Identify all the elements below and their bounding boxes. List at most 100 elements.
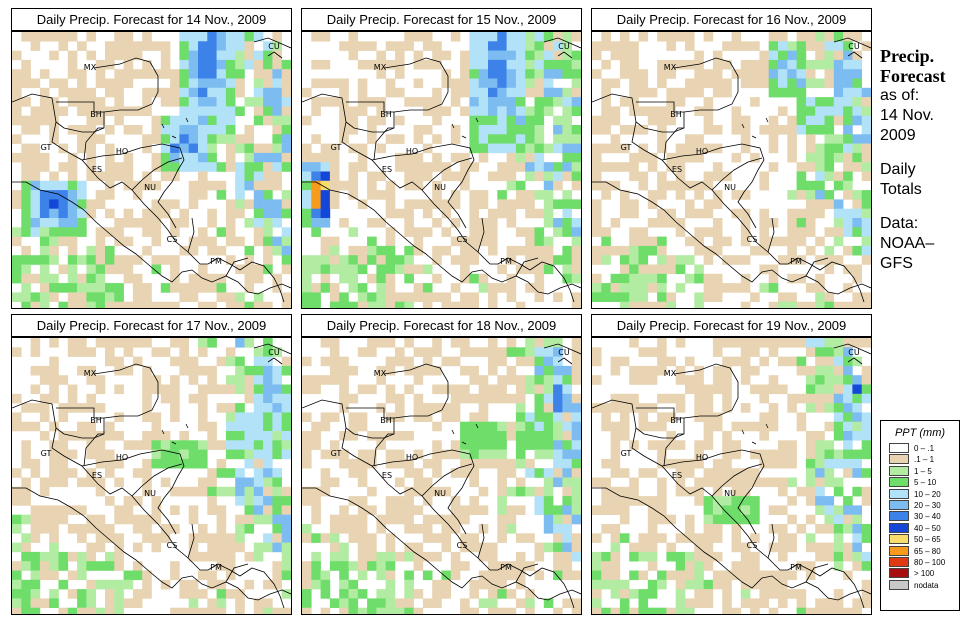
precip-cell — [759, 431, 769, 441]
precip-cell — [21, 218, 31, 228]
precip-cell — [413, 152, 424, 163]
precip-cell — [30, 78, 41, 89]
precip-cell — [198, 421, 208, 432]
precip-cell — [339, 514, 349, 525]
precip-cell — [376, 283, 386, 293]
precip-cell — [824, 440, 835, 450]
precip-cell — [225, 356, 236, 367]
precip-cell — [629, 393, 639, 404]
precip-cell — [571, 78, 581, 89]
precip-cell — [281, 301, 291, 308]
precip-cell — [67, 607, 78, 614]
precip-cell — [731, 115, 742, 126]
precip-cell — [543, 97, 554, 107]
precip-cell — [348, 421, 359, 432]
precip-cell — [404, 468, 414, 478]
precip-cell — [805, 393, 816, 404]
precip-cell — [348, 125, 359, 135]
precip-cell — [497, 496, 507, 506]
precip-cell — [619, 125, 630, 135]
precip-cell — [805, 514, 816, 525]
precip-cell — [151, 458, 162, 469]
precip-cell — [469, 245, 479, 256]
precip-cell — [460, 347, 470, 357]
precip-cell — [610, 50, 621, 61]
precip-cell — [253, 273, 264, 284]
precip-cell — [506, 41, 517, 51]
precip-cell — [712, 365, 723, 376]
precip-cell — [478, 598, 489, 608]
precip-cell — [740, 551, 751, 562]
precip-cell — [543, 162, 554, 172]
precip-cell — [225, 570, 236, 581]
precip-cell — [253, 347, 264, 357]
precip-cell — [207, 375, 217, 385]
precip-cell — [543, 514, 554, 525]
forecast-panel-nov-14: Daily Precip. Forecast for 14 Nov., 2009… — [11, 8, 292, 309]
precip-cell — [302, 384, 312, 395]
precip-cell — [151, 180, 162, 191]
precip-cell — [385, 412, 396, 422]
precip-cell — [235, 375, 245, 385]
precip-cell — [170, 570, 180, 581]
precip-cell — [460, 449, 470, 460]
precip-cell — [796, 180, 807, 191]
precip-cell — [553, 218, 563, 228]
precip-cell — [404, 32, 414, 42]
precip-cell — [657, 32, 667, 42]
precip-cell — [225, 152, 236, 163]
precip-cell — [160, 301, 171, 308]
precip-cell — [253, 477, 264, 488]
precip-cell — [666, 514, 676, 525]
precip-cell — [657, 134, 667, 144]
precip-cell — [114, 561, 124, 571]
precip-cell — [478, 97, 489, 107]
precip-cell — [815, 338, 825, 348]
precip-cell — [253, 180, 264, 191]
precip-cell — [235, 607, 245, 614]
precip-cell — [571, 125, 581, 135]
precip-cell — [207, 542, 217, 553]
precip-cell — [432, 255, 442, 265]
precip-cell — [329, 524, 340, 534]
precip-cell — [39, 301, 50, 308]
precip-cell — [469, 227, 479, 237]
precip-cell — [553, 69, 563, 79]
precip-cell — [833, 338, 844, 348]
precip-cell — [58, 87, 69, 98]
precip-cell — [833, 561, 844, 571]
precip-cell — [488, 218, 498, 228]
precip-cell — [329, 199, 340, 209]
precip-cell — [534, 32, 545, 42]
precip-cell — [796, 356, 807, 367]
precip-cell — [30, 208, 41, 219]
precip-cell — [67, 338, 78, 348]
precip-cell — [796, 125, 807, 135]
legend-item: 80 – 100 — [881, 556, 959, 568]
precip-cell — [497, 393, 507, 404]
country-border-line — [55, 407, 105, 439]
precip-cell — [852, 486, 862, 497]
legend-swatch — [889, 545, 909, 556]
precip-cell — [525, 384, 535, 395]
precip-cell — [592, 551, 602, 562]
precip-cell — [497, 524, 507, 534]
precip-cell — [469, 134, 479, 144]
precip-cell — [731, 125, 742, 135]
precip-cell — [86, 245, 96, 256]
precip-cell — [235, 449, 245, 460]
precip-cell — [12, 347, 22, 357]
precip-cell — [30, 524, 41, 534]
precip-cell — [787, 245, 797, 256]
precip-cell — [592, 152, 602, 163]
precip-cell — [592, 41, 602, 51]
precip-cell — [460, 59, 470, 70]
precip-cell — [441, 162, 452, 172]
precip-cell — [759, 69, 769, 79]
legend-label: .1 – 1 — [914, 455, 935, 465]
precip-cell — [422, 227, 433, 237]
country-border-line — [12, 399, 285, 609]
precip-cell — [123, 218, 134, 228]
country-border-line — [451, 123, 455, 129]
legend-item: nodata — [881, 579, 959, 591]
